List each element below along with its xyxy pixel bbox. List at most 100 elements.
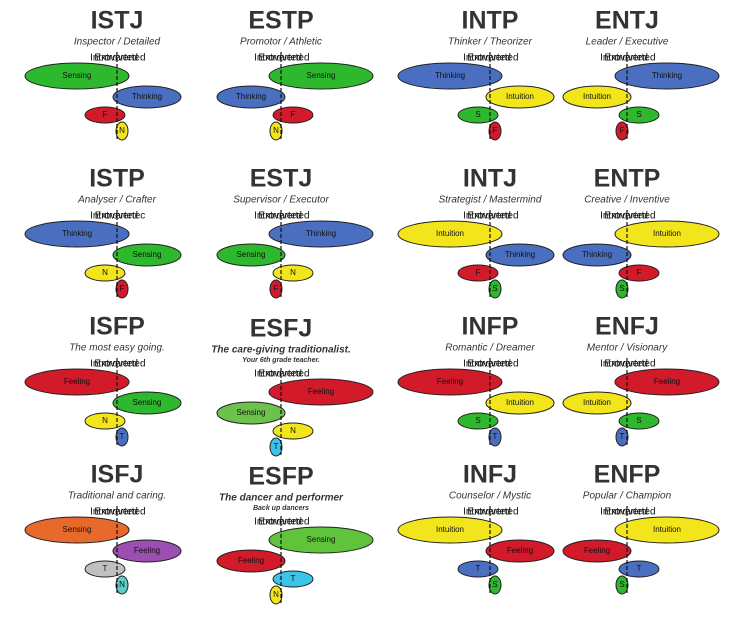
introverted: Introverted <box>600 507 648 518</box>
extroverted: Extroverted <box>604 211 655 222</box>
extroverted: Extroverted <box>258 211 309 222</box>
function-ellipse <box>216 85 286 109</box>
extroverted: Extroverted <box>604 53 655 64</box>
subtitle: Creative / Inventive <box>584 195 670 206</box>
function-ellipse <box>216 243 286 267</box>
function-ellipse <box>268 220 374 248</box>
function-ellipse <box>268 378 374 406</box>
function-ellipse <box>397 62 503 90</box>
type-title: INFJ <box>463 461 517 489</box>
type-title: ISTP <box>89 165 145 193</box>
function-ellipse <box>397 220 503 248</box>
function-label: Sensing <box>237 408 266 417</box>
function-label: Feeling <box>64 377 90 386</box>
extroverted: Extroverted <box>467 211 518 222</box>
function-label: T <box>103 564 108 573</box>
introverted: Introverted <box>600 211 648 222</box>
function-label: S <box>619 284 624 293</box>
extroverted: Extroverted <box>467 53 518 64</box>
function-label: Thinking <box>132 92 162 101</box>
function-ellipse <box>618 264 660 282</box>
function-ellipse <box>615 121 629 141</box>
function-ellipse <box>272 422 314 440</box>
function-ellipse <box>84 560 126 578</box>
function-label: F <box>476 268 481 277</box>
function-ellipse <box>24 368 130 396</box>
function-ellipse <box>115 427 129 447</box>
function-label: Intuition <box>583 92 611 101</box>
introverted: Introverted <box>254 369 302 380</box>
subtitle: Supervisor / Executor <box>233 195 329 206</box>
extroverted: Extroverted <box>258 517 309 528</box>
function-label: T <box>476 564 481 573</box>
function-ellipse <box>457 560 499 578</box>
introverted: Introverted <box>254 53 302 64</box>
function-label: Sensing <box>133 250 162 259</box>
introverted: Introverted <box>463 211 511 222</box>
function-ellipse <box>84 264 126 282</box>
function-label: Feeling <box>654 377 680 386</box>
function-label: Intuition <box>653 229 681 238</box>
function-ellipse <box>268 62 374 90</box>
function-ellipse <box>115 121 129 141</box>
function-ellipse <box>269 121 283 141</box>
function-ellipse <box>457 106 499 124</box>
introverted: Introverted <box>600 359 648 370</box>
function-ellipse <box>24 516 130 544</box>
type-title: ENFP <box>594 461 661 489</box>
function-label: Intuition <box>436 525 464 534</box>
function-label: N <box>102 416 108 425</box>
function-ellipse <box>488 279 502 299</box>
introverted: Introverted <box>463 53 511 64</box>
function-ellipse <box>488 575 502 595</box>
function-ellipse <box>614 220 720 248</box>
function-ellipse <box>269 585 283 605</box>
note: Your 6th grade teacher. <box>242 357 320 364</box>
function-label: Feeling <box>308 387 334 396</box>
subtitle: Thinker / Theorizer <box>448 37 533 48</box>
function-label: Sensing <box>237 250 266 259</box>
subtitle: Strategist / Mastermind <box>439 195 542 206</box>
type-title: ENTP <box>594 165 661 193</box>
function-label: T <box>291 574 296 583</box>
extroverted: Extroverted <box>467 359 518 370</box>
function-label: Sensing <box>63 525 92 534</box>
function-ellipse <box>485 243 555 267</box>
type-title: INTJ <box>463 165 517 193</box>
function-ellipse <box>84 106 126 124</box>
introverted: Introverted <box>463 359 511 370</box>
function-label: Thinking <box>582 250 612 259</box>
function-ellipse <box>488 121 502 141</box>
function-ellipse <box>112 243 182 267</box>
function-ellipse <box>562 243 632 267</box>
subtitle: Inspector / Detailed <box>74 37 161 48</box>
type-title: ENFJ <box>595 313 659 341</box>
subtitle: The care-giving traditionalist. <box>211 345 350 356</box>
function-ellipse <box>562 391 632 415</box>
function-label: S <box>492 580 497 589</box>
function-label: N <box>290 268 296 277</box>
function-label: T <box>637 564 642 573</box>
introverted: Introverted <box>600 53 648 64</box>
function-label: Thinking <box>435 71 465 80</box>
extroverted: Extroverted <box>94 53 145 64</box>
function-ellipse <box>457 264 499 282</box>
function-label: T <box>120 432 125 441</box>
function-label: F <box>637 268 642 277</box>
introverted: Introverted <box>254 211 302 222</box>
subtitle: Counselor / Mystic <box>449 491 531 502</box>
note: Back up dancers <box>253 505 309 512</box>
function-ellipse <box>614 62 720 90</box>
function-label: S <box>636 416 641 425</box>
function-label: Intuition <box>653 525 681 534</box>
function-ellipse <box>614 516 720 544</box>
function-ellipse <box>272 264 314 282</box>
function-label: N <box>119 126 125 135</box>
function-ellipse <box>397 368 503 396</box>
function-label: Thinking <box>62 229 92 238</box>
function-label: Sensing <box>307 535 336 544</box>
type-title: INTP <box>462 7 519 35</box>
function-label: F <box>493 126 498 135</box>
function-label: Feeling <box>238 556 264 565</box>
